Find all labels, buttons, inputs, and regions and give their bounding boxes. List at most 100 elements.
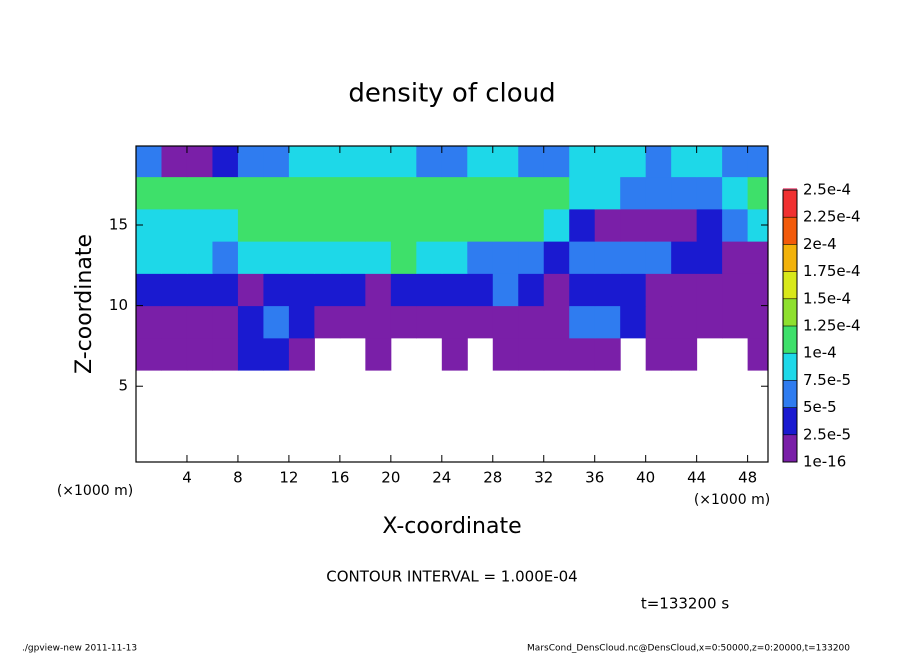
cell: [645, 273, 672, 307]
cell: [339, 208, 366, 242]
cell: [441, 176, 468, 210]
x-tick-label: 4: [182, 469, 192, 487]
cell: [594, 176, 621, 210]
colorbar-label: 1e-16: [803, 453, 846, 471]
cell: [518, 241, 545, 274]
cell: [263, 241, 290, 274]
cell: [416, 146, 443, 178]
cell: [620, 241, 647, 274]
cell: [390, 146, 417, 178]
cell: [492, 146, 519, 178]
cell: [288, 337, 315, 371]
cell: [212, 337, 239, 371]
cell: [161, 176, 188, 210]
cell: [288, 146, 315, 178]
x-tick-label: 32: [534, 469, 553, 487]
colorbar-label: 2.5e-5: [803, 425, 851, 443]
cell: [696, 146, 723, 178]
cell: [467, 176, 494, 210]
cell: [186, 146, 213, 178]
cell: [365, 337, 392, 371]
cell: [620, 146, 647, 178]
cell: [416, 273, 443, 307]
cell: [543, 146, 570, 178]
cell: [671, 305, 698, 339]
cell: [696, 208, 723, 242]
cell: [467, 146, 494, 178]
cell: [569, 273, 596, 307]
cell: [518, 337, 545, 371]
cell: [288, 176, 315, 210]
cell: [594, 273, 621, 307]
cell: [263, 176, 290, 210]
cell: [441, 241, 468, 274]
footer-right: MarsCond_DensCloud.nc@DensCloud,x=0:5000…: [527, 644, 850, 654]
colorbar-label: 1e-4: [803, 344, 837, 362]
cell: [390, 305, 417, 339]
cell: [543, 241, 570, 274]
cell: [569, 176, 596, 210]
footer-left: ./gpview-new 2011-11-13: [22, 644, 137, 654]
cell: [518, 208, 545, 242]
cell: [594, 241, 621, 274]
cell: [467, 208, 494, 242]
cell: [492, 273, 519, 307]
cell: [288, 305, 315, 339]
x-tick-label: 24: [432, 469, 451, 487]
cell: [722, 305, 749, 339]
cell: [314, 241, 341, 274]
x-tick-label: 40: [636, 469, 655, 487]
cell: [671, 273, 698, 307]
cell: [237, 305, 264, 339]
cell: [492, 305, 519, 339]
cell: [696, 176, 723, 210]
cell: [263, 208, 290, 242]
colorbar-swatch: [783, 217, 797, 245]
colorbar-swatch: [783, 434, 797, 462]
cell: [467, 241, 494, 274]
cell: [136, 146, 162, 178]
cell: [594, 305, 621, 339]
cell: [212, 273, 239, 307]
cell: [747, 337, 768, 371]
cell: [671, 176, 698, 210]
cell: [620, 176, 647, 210]
time-note: t=133200 s: [641, 595, 729, 613]
cell: [263, 273, 290, 307]
cell: [339, 305, 366, 339]
cell: [441, 273, 468, 307]
cell: [136, 176, 162, 210]
cell: [594, 146, 621, 178]
cell: [543, 337, 570, 371]
cell: [339, 146, 366, 178]
cell: [543, 208, 570, 242]
cell: [263, 146, 290, 178]
cell: [492, 208, 519, 242]
cell: [186, 241, 213, 274]
cell: [696, 241, 723, 274]
cell: [696, 273, 723, 307]
cell: [314, 176, 341, 210]
cell: [747, 241, 768, 274]
cell: [365, 241, 392, 274]
cell: [365, 273, 392, 307]
y-tick-label: 5: [118, 377, 128, 395]
cell: [518, 273, 545, 307]
colorbar-label: 1.5e-4: [803, 289, 851, 307]
cell: [416, 305, 443, 339]
cell: [237, 241, 264, 274]
cell: [390, 273, 417, 307]
cell: [212, 305, 239, 339]
colorbar-swatch: [783, 298, 797, 326]
cell: [314, 208, 341, 242]
cell: [186, 176, 213, 210]
cell: [314, 273, 341, 307]
cell: [288, 273, 315, 307]
cell: [136, 273, 162, 307]
cell: [390, 241, 417, 274]
colorbar-swatch: [783, 244, 797, 272]
cell: [620, 273, 647, 307]
cell: [543, 305, 570, 339]
cell: [671, 208, 698, 242]
cell: [620, 208, 647, 242]
